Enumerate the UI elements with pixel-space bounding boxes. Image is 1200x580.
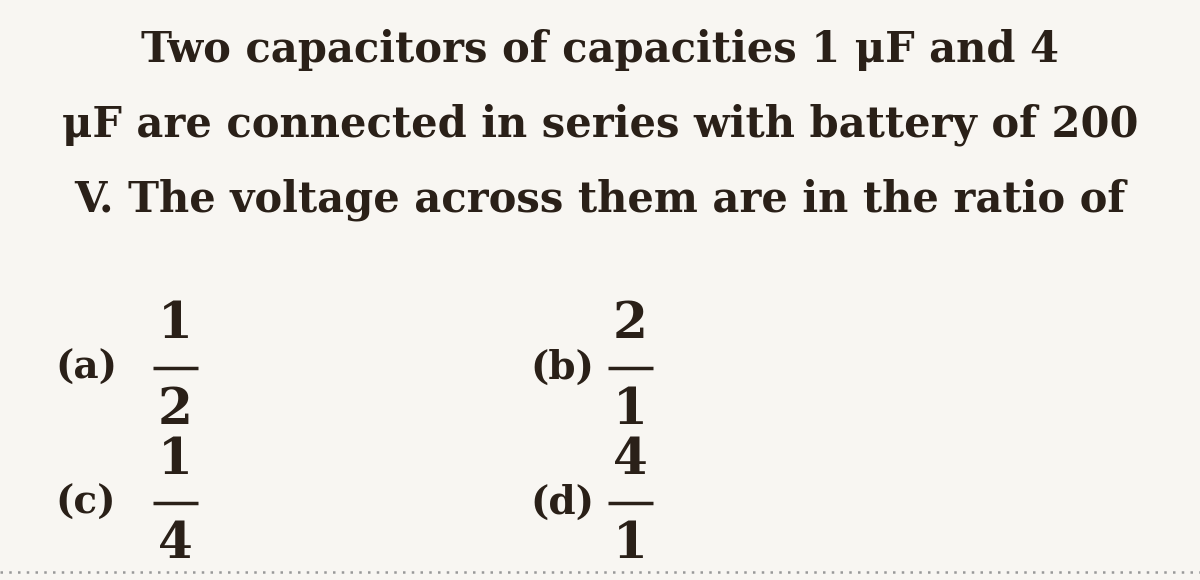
Text: (a): (a) (55, 349, 118, 386)
Text: 2: 2 (612, 300, 648, 350)
Text: 4: 4 (613, 436, 647, 484)
Text: 4: 4 (157, 520, 192, 570)
Text: μF are connected in series with battery of 200: μF are connected in series with battery … (61, 104, 1139, 146)
Text: (c): (c) (55, 484, 115, 521)
Text: 1: 1 (157, 436, 192, 484)
Text: Two capacitors of capacities 1 μF and 4: Two capacitors of capacities 1 μF and 4 (142, 29, 1060, 71)
Text: 1: 1 (612, 520, 648, 570)
Text: (d): (d) (530, 484, 594, 521)
Text: 1: 1 (157, 300, 192, 350)
Text: 2: 2 (157, 386, 192, 434)
Text: V. The voltage across them are in the ratio of: V. The voltage across them are in the ra… (74, 179, 1126, 221)
Text: 1: 1 (612, 386, 648, 434)
Text: (b): (b) (530, 349, 594, 386)
